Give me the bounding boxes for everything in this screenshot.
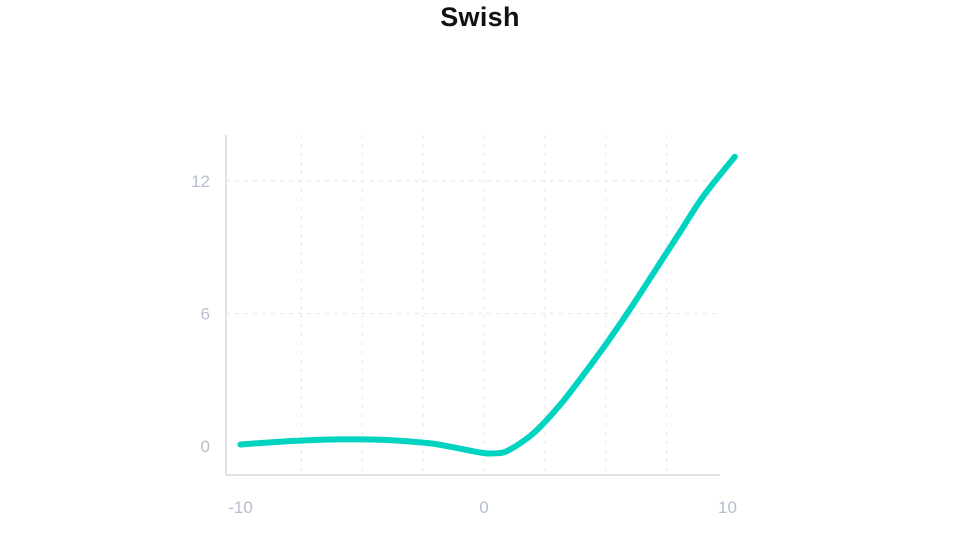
axes [225, 135, 720, 476]
x-tick-label: -10 [228, 498, 253, 517]
x-tick-label: 0 [479, 498, 488, 517]
chart-title: Swish [440, 2, 520, 32]
y-tick-label: 12 [191, 172, 210, 191]
grid [226, 135, 720, 475]
tick-labels: 0 6 12 -10 0 10 [191, 172, 737, 517]
series-layer [237, 153, 738, 457]
series-line [237, 153, 738, 457]
y-tick-label: 6 [201, 305, 210, 324]
x-tick-label: 10 [718, 498, 737, 517]
y-tick-label: 0 [201, 437, 210, 456]
